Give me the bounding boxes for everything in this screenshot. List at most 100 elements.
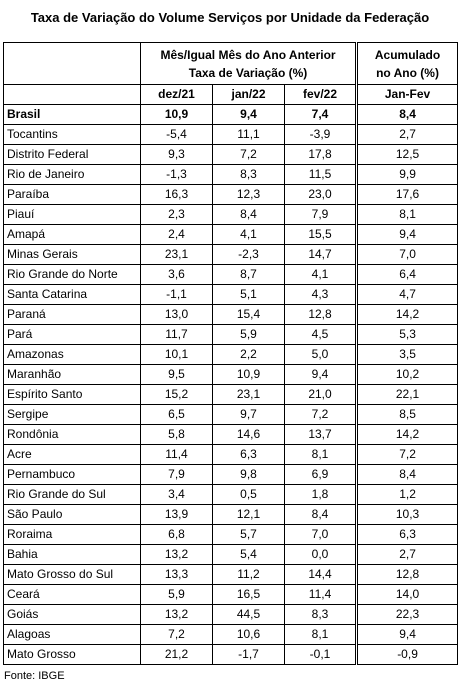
value-cell: -0,1 bbox=[283, 644, 358, 665]
state-cell: Goiás bbox=[3, 604, 141, 625]
value-cell: 4,5 bbox=[283, 324, 358, 345]
value-cell: 9,4 bbox=[355, 224, 459, 245]
value-cell: 4,1 bbox=[212, 224, 285, 245]
value-cell: 10,3 bbox=[355, 504, 459, 525]
column-header: dez/21 bbox=[140, 84, 213, 105]
table-row: Rondônia 5,8 14,6 13,7 14,2 bbox=[3, 424, 459, 445]
accumulated-header: Acumulado no Ano (%) bbox=[355, 42, 459, 85]
value-cell: 10,9 bbox=[212, 364, 285, 385]
value-cell: 21,2 bbox=[140, 644, 213, 665]
table-row: Santa Catarina -1,1 5,1 4,3 4,7 bbox=[3, 284, 459, 305]
source-note: Fonte: IBGE bbox=[4, 670, 65, 682]
value-cell: 12,8 bbox=[355, 564, 459, 585]
value-cell: 5,9 bbox=[212, 324, 285, 345]
table-row: Alagoas 7,2 10,6 8,1 9,4 bbox=[3, 624, 459, 645]
value-cell: 12,5 bbox=[355, 144, 459, 165]
value-cell: 7,0 bbox=[355, 244, 459, 265]
group-line: Taxa de Variação (%) bbox=[188, 65, 308, 80]
group-line: Mês/Igual Mês do Ano Anterior bbox=[160, 47, 336, 62]
value-cell: 8,3 bbox=[212, 164, 285, 185]
value-cell: 14,6 bbox=[212, 424, 285, 445]
data-table: Mês/Igual Mês do Ano Anterior Taxa de Var… bbox=[3, 42, 459, 665]
table-row: São Paulo 13,9 12,1 8,4 10,3 bbox=[3, 504, 459, 525]
table-row: Maranhão 9,5 10,9 9,4 10,2 bbox=[3, 364, 459, 385]
table-row: Brasil 10,9 9,4 7,4 8,4 bbox=[3, 104, 459, 125]
value-cell: 44,5 bbox=[212, 604, 285, 625]
value-cell: 9,3 bbox=[140, 144, 213, 165]
corner-cell bbox=[3, 42, 141, 85]
state-cell: Rio Grande do Sul bbox=[3, 484, 141, 505]
value-cell: 15,2 bbox=[140, 384, 213, 405]
table-row: Bahia 13,2 5,4 0,0 2,7 bbox=[3, 544, 459, 565]
value-cell: 16,5 bbox=[212, 584, 285, 605]
table-row: Espírito Santo 15,2 23,1 21,0 22,1 bbox=[3, 384, 459, 405]
value-cell: 11,1 bbox=[212, 124, 285, 145]
value-cell: 21,0 bbox=[283, 384, 358, 405]
table-head: Mês/Igual Mês do Ano Anterior Taxa de Var… bbox=[3, 42, 459, 105]
table-row: Acre 11,4 6,3 8,1 7,2 bbox=[3, 444, 459, 465]
value-cell: 5,1 bbox=[212, 284, 285, 305]
table-row: Pernambuco 7,9 9,8 6,9 8,4 bbox=[3, 464, 459, 485]
value-cell: 9,9 bbox=[355, 164, 459, 185]
state-cell: Roraima bbox=[3, 524, 141, 545]
value-cell: 17,8 bbox=[283, 144, 358, 165]
value-cell: 16,3 bbox=[140, 184, 213, 205]
table-row: Rio Grande do Sul 3,4 0,5 1,8 1,2 bbox=[3, 484, 459, 505]
acc-line: no Ano (%) bbox=[376, 65, 439, 80]
state-cell: Mato Grosso do Sul bbox=[3, 564, 141, 585]
value-cell: 7,9 bbox=[283, 204, 358, 225]
state-cell: Espírito Santo bbox=[3, 384, 141, 405]
state-cell: Rio de Janeiro bbox=[3, 164, 141, 185]
value-cell: 7,0 bbox=[283, 524, 358, 545]
column-row: dez/21 jan/22 fev/22 Jan-Fev bbox=[3, 84, 459, 105]
value-cell: 12,1 bbox=[212, 504, 285, 525]
value-cell: 3,6 bbox=[140, 264, 213, 285]
state-cell: Ceará bbox=[3, 584, 141, 605]
value-cell: 14,2 bbox=[355, 304, 459, 325]
corner-cell bbox=[3, 84, 141, 105]
state-cell: Paraná bbox=[3, 304, 141, 325]
value-cell: 13,0 bbox=[140, 304, 213, 325]
value-cell: 9,5 bbox=[140, 364, 213, 385]
table-row: Tocantins -5,4 11,1 -3,9 2,7 bbox=[3, 124, 459, 145]
value-cell: 5,8 bbox=[140, 424, 213, 445]
column-header: Jan-Fev bbox=[355, 84, 459, 105]
value-cell: 3,4 bbox=[140, 484, 213, 505]
value-cell: 2,4 bbox=[140, 224, 213, 245]
state-cell: Sergipe bbox=[3, 404, 141, 425]
value-cell: 5,3 bbox=[355, 324, 459, 345]
state-cell: Amazonas bbox=[3, 344, 141, 365]
value-cell: 13,2 bbox=[140, 604, 213, 625]
value-cell: -2,3 bbox=[212, 244, 285, 265]
table-body: Brasil 10,9 9,4 7,4 8,4 Tocantins -5,4 11,1 -3,9… bbox=[3, 104, 459, 665]
table-row: Piauí 2,3 8,4 7,9 8,1 bbox=[3, 204, 459, 225]
value-cell: 13,3 bbox=[140, 564, 213, 585]
value-cell: -3,9 bbox=[283, 124, 358, 145]
value-cell: 11,5 bbox=[283, 164, 358, 185]
table-row: Paraná 13,0 15,4 12,8 14,2 bbox=[3, 304, 459, 325]
table-row: Sergipe 6,5 9,7 7,2 8,5 bbox=[3, 404, 459, 425]
value-cell: 4,1 bbox=[283, 264, 358, 285]
state-cell: Paraíba bbox=[3, 184, 141, 205]
value-cell: 6,3 bbox=[355, 524, 459, 545]
value-cell: 23,1 bbox=[212, 384, 285, 405]
value-cell: 11,4 bbox=[140, 444, 213, 465]
state-cell: Minas Gerais bbox=[3, 244, 141, 265]
table-row: Paraíba 16,3 12,3 23,0 17,6 bbox=[3, 184, 459, 205]
value-cell: 5,7 bbox=[212, 524, 285, 545]
value-cell: 10,2 bbox=[355, 364, 459, 385]
value-cell: 13,7 bbox=[283, 424, 358, 445]
value-cell: 10,6 bbox=[212, 624, 285, 645]
state-cell: Rio Grande do Norte bbox=[3, 264, 141, 285]
state-cell: Pernambuco bbox=[3, 464, 141, 485]
value-cell: 9,4 bbox=[212, 104, 285, 125]
value-cell: 10,9 bbox=[140, 104, 213, 125]
table-row: Mato Grosso do Sul 13,3 11,2 14,4 12,8 bbox=[3, 564, 459, 585]
state-cell: Mato Grosso bbox=[3, 644, 141, 665]
value-cell: 22,1 bbox=[355, 384, 459, 405]
value-cell: 4,7 bbox=[355, 284, 459, 305]
title: Taxa de Variação do Volume Serviços por … bbox=[30, 10, 430, 25]
value-cell: 4,3 bbox=[283, 284, 358, 305]
value-cell: 9,7 bbox=[212, 404, 285, 425]
table-row: Amazonas 10,1 2,2 5,0 3,5 bbox=[3, 344, 459, 365]
